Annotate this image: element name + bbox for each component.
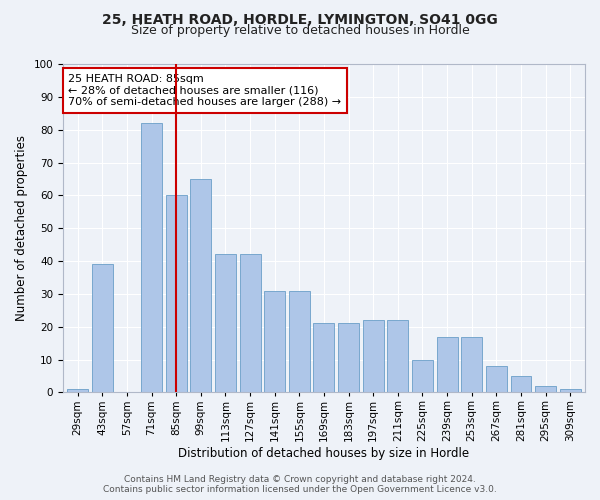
Bar (511, 376, 532, 392)
Bar (412, 360, 433, 392)
Bar (363, 320, 383, 392)
Bar (67, 389, 88, 392)
Bar (560, 389, 581, 392)
X-axis label: Distribution of detached houses by size in Hordle: Distribution of detached houses by size … (178, 447, 470, 460)
Bar (388, 320, 408, 392)
Bar (486, 366, 507, 392)
Bar (461, 336, 482, 392)
Bar (535, 386, 556, 392)
Bar (239, 254, 260, 392)
Text: 25 HEATH ROAD: 85sqm
← 28% of detached houses are smaller (116)
70% of semi-deta: 25 HEATH ROAD: 85sqm ← 28% of detached h… (68, 74, 341, 107)
Bar (437, 336, 458, 392)
Bar (215, 254, 236, 392)
Bar (190, 179, 211, 392)
Text: 25, HEATH ROAD, HORDLE, LYMINGTON, SO41 0GG: 25, HEATH ROAD, HORDLE, LYMINGTON, SO41 … (102, 12, 498, 26)
Text: Size of property relative to detached houses in Hordle: Size of property relative to detached ho… (131, 24, 469, 37)
Bar (338, 324, 359, 392)
Bar (92, 264, 113, 392)
Bar (264, 290, 285, 392)
Y-axis label: Number of detached properties: Number of detached properties (15, 135, 28, 321)
Bar (289, 290, 310, 392)
Bar (141, 123, 162, 392)
Bar (166, 196, 187, 392)
Text: Contains HM Land Registry data © Crown copyright and database right 2024.
Contai: Contains HM Land Registry data © Crown c… (103, 474, 497, 494)
Bar (313, 324, 334, 392)
